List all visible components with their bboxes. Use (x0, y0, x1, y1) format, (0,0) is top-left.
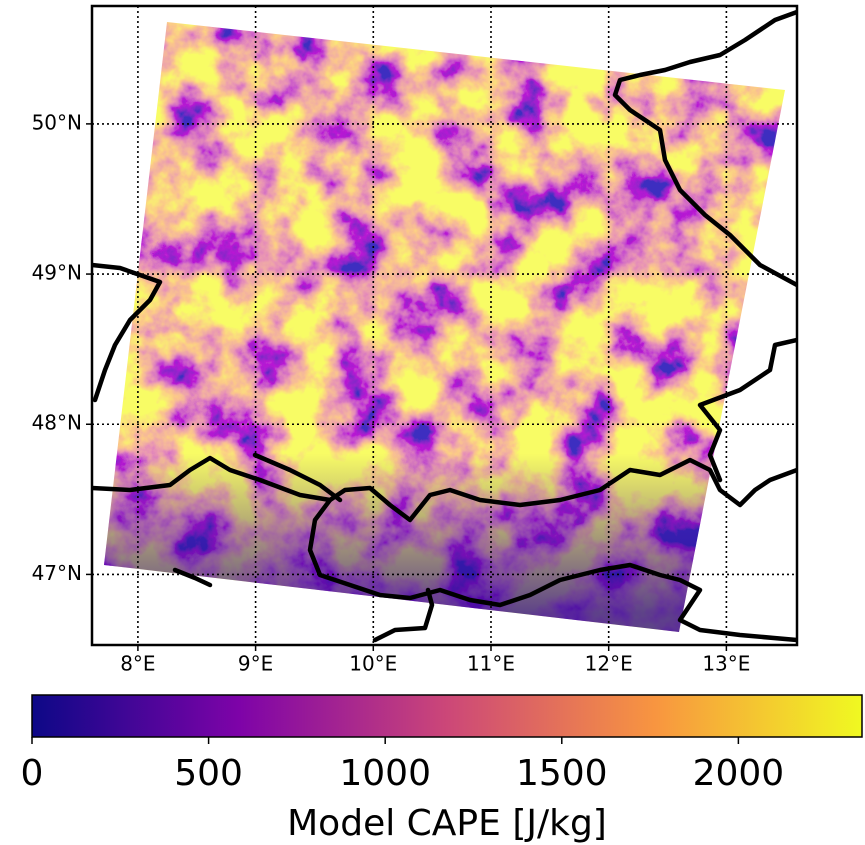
colorbar-tick-label: 500 (174, 753, 243, 794)
x-tick-label: 12°E (585, 652, 633, 676)
x-tick-label: 8°E (120, 652, 155, 676)
colorbar (31, 694, 863, 738)
y-tick-label: 48°N (32, 411, 82, 435)
colorbar-tick-label: 1000 (339, 753, 431, 794)
colorbar-label: Model CAPE [J/kg] (287, 803, 607, 844)
y-tick-label: 49°N (32, 261, 82, 285)
colorbar-tick-label: 1500 (516, 753, 608, 794)
x-tick-label: 13°E (702, 652, 750, 676)
x-tick-label: 11°E (467, 652, 515, 676)
y-tick-label: 50°N (32, 110, 82, 134)
y-tick-label: 47°N (32, 561, 82, 585)
borders (92, 9, 797, 643)
colorbar-tick-label: 0 (21, 753, 44, 794)
x-tick-label: 10°E (349, 652, 397, 676)
cape-field (104, 22, 785, 632)
x-tick-label: 9°E (238, 652, 273, 676)
map-frame (90, 4, 799, 647)
colorbar-tick-label: 2000 (693, 753, 785, 794)
